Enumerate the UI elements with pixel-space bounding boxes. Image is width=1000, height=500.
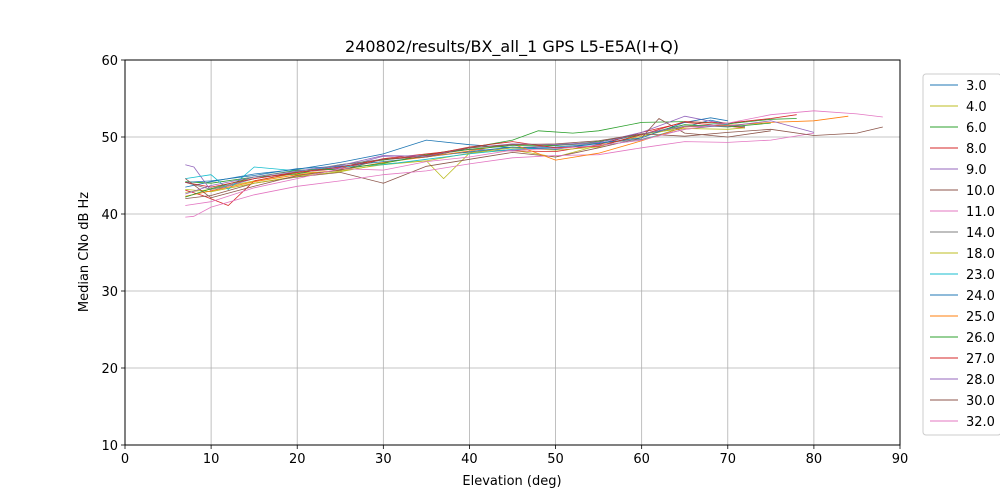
x-tick-label: 80 <box>806 452 823 467</box>
plot-series <box>185 110 883 218</box>
y-tick-label: 60 <box>101 54 118 69</box>
legend-label: 4.0 <box>966 100 987 115</box>
chart-title: 240802/results/BX_all_1 GPS L5-E5A(I+Q) <box>345 37 679 57</box>
x-tick-label: 0 <box>121 452 129 467</box>
y-tick-label: 40 <box>101 208 118 223</box>
x-tick-label: 40 <box>461 452 478 467</box>
legend-label: 9.0 <box>966 163 987 178</box>
x-tick-label: 60 <box>633 452 650 467</box>
legend-label: 25.0 <box>966 310 995 325</box>
legend-label: 32.0 <box>966 415 995 430</box>
legend-label: 14.0 <box>966 226 995 241</box>
y-tick-label: 20 <box>101 362 118 377</box>
legend-label: 24.0 <box>966 289 995 304</box>
series-line-30.0 <box>185 126 883 199</box>
legend-frame <box>922 73 1000 436</box>
legend-label: 30.0 <box>966 394 995 409</box>
x-tick-label: 10 <box>203 452 220 467</box>
legend-label: 27.0 <box>966 352 995 367</box>
legend-label: 6.0 <box>966 121 987 136</box>
x-tick-label: 20 <box>289 452 306 467</box>
legend-label: 23.0 <box>966 268 995 283</box>
x-tick-label: 90 <box>892 452 909 467</box>
y-tick-label: 10 <box>101 439 118 454</box>
x-tick-label: 70 <box>720 452 737 467</box>
legend-label: 26.0 <box>966 331 995 346</box>
legend-label: 10.0 <box>966 184 995 199</box>
legend: 3.0 4.0 6.0 8.0 9.0 10.0 11.0 14.0 18.0 23.0 24.0 2… <box>922 73 1000 436</box>
legend-label: 18.0 <box>966 247 995 262</box>
x-tick-label: 30 <box>375 452 392 467</box>
plot-frame <box>124 59 901 446</box>
series-line-27.0 <box>185 114 797 188</box>
y-tick-label: 50 <box>101 131 118 146</box>
x-tick-label: 50 <box>547 452 564 467</box>
series-line-18.0 <box>185 127 746 193</box>
y-tick-label: 30 <box>101 285 118 300</box>
legend-label: 8.0 <box>966 142 987 157</box>
series-line-11.0 <box>185 132 814 218</box>
y-axis-ticks: 10 20 30 40 50 60 <box>101 54 125 454</box>
y-axis-title: Median CNo dB Hz <box>77 192 92 312</box>
legend-label: 11.0 <box>966 205 995 220</box>
x-axis-ticks: 0 10 20 30 40 50 60 70 80 90 <box>121 445 908 467</box>
series-line-32.0 <box>185 110 883 206</box>
x-axis-title: Elevation (deg) <box>462 474 561 489</box>
legend-label: 3.0 <box>966 79 987 94</box>
legend-label: 28.0 <box>966 373 995 388</box>
series-line-24.0 <box>185 117 728 183</box>
